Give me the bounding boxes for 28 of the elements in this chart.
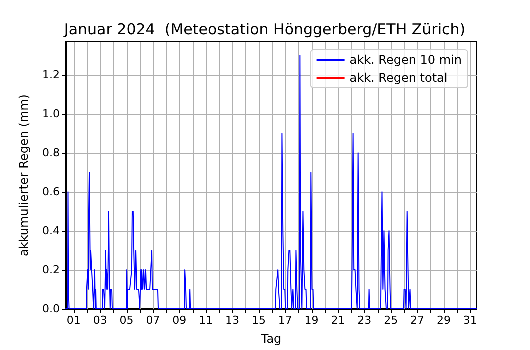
x-tick-label: 17: [278, 314, 292, 327]
y-tick-label: 0.2: [42, 264, 60, 277]
x-tick-label: 23: [358, 314, 372, 327]
x-tick-label: 01: [66, 314, 81, 327]
x-tick-label: 05: [120, 314, 134, 327]
x-tick-label: 27: [410, 314, 425, 327]
y-tick-label: 0.4: [42, 224, 60, 238]
legend-label: akk. Regen 10 min: [350, 53, 462, 67]
legend-label: akk. Regen total: [350, 71, 448, 85]
x-tick-label: 13: [226, 314, 240, 327]
x-tick-label: 15: [252, 314, 266, 327]
y-tick-label: 1.0: [42, 108, 60, 121]
x-tick-label: 07: [146, 314, 160, 327]
y-tick-label: 0.6: [42, 186, 60, 199]
x-tick-label: 21: [331, 314, 346, 327]
x-tick-label: 29: [436, 314, 451, 327]
y-tick-label: 0.8: [42, 146, 60, 160]
x-tick-label: 03: [93, 314, 108, 327]
y-tick-label: 1.2: [42, 68, 60, 82]
chart-title: Januar 2024 (Meteostation Hönggerberg/ETH Zürich): [63, 20, 466, 38]
x-tick-label: 31: [463, 314, 478, 327]
y-tick-label: 0.0: [42, 302, 60, 316]
x-tick-label: 09: [172, 314, 187, 327]
x-axis-title: Tag: [260, 332, 282, 346]
x-tick-label: 19: [304, 314, 319, 327]
y-axis-title: akkumulierter Regen (mm): [17, 94, 31, 256]
x-tick-label: 11: [199, 314, 214, 327]
x-tick-label: 25: [384, 314, 398, 327]
